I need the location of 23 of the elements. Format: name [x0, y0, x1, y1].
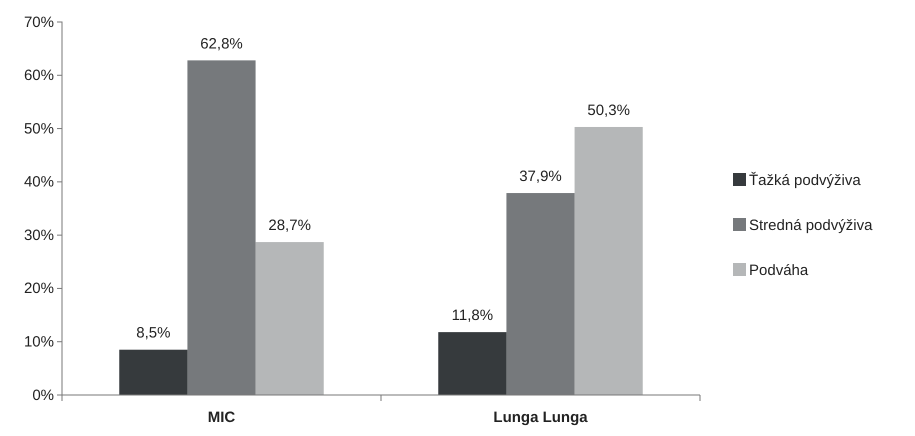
y-tick-label: 50%: [24, 120, 54, 138]
y-tick-label: 30%: [24, 226, 54, 244]
bar: [438, 332, 506, 395]
y-tick-label: 70%: [24, 14, 54, 31]
y-tick-label: 10%: [24, 334, 54, 351]
x-tick-label: Lunga Lunga: [493, 409, 588, 426]
data-label: 62,8%: [200, 35, 243, 52]
data-label: 28,7%: [268, 217, 311, 234]
y-tick-label: 40%: [24, 174, 54, 191]
y-tick-label: 20%: [24, 280, 54, 298]
legend-label: Ťažká podvýživa: [749, 171, 862, 189]
data-label: 11,8%: [452, 307, 494, 324]
legend-label: Podváha: [749, 262, 809, 279]
data-label: 8,5%: [136, 324, 170, 342]
y-tick-label: 60%: [24, 67, 54, 84]
bar: [119, 350, 188, 395]
bar: [574, 126, 643, 395]
data-label: 37,9%: [519, 168, 562, 186]
y-tick-label: 0%: [32, 386, 54, 404]
legend-label: Stredná podvýživa: [749, 217, 874, 234]
data-label: 50,3%: [587, 102, 630, 119]
x-tick-label: MIC: [208, 409, 236, 426]
bar: [256, 242, 324, 395]
